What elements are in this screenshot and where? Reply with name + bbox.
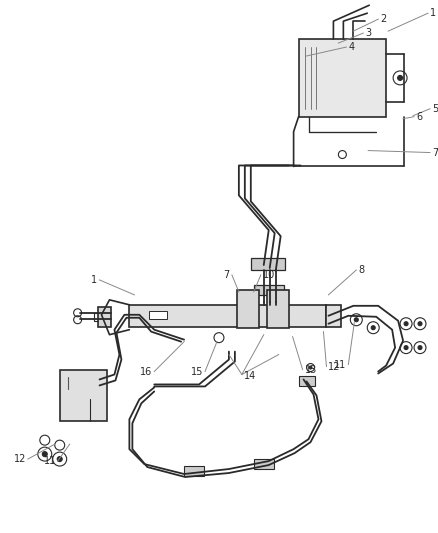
- Text: 7: 7: [432, 148, 438, 158]
- Bar: [299, 376, 314, 386]
- Bar: [267, 290, 289, 328]
- Text: 16: 16: [140, 367, 152, 376]
- Text: 10: 10: [263, 270, 275, 280]
- Circle shape: [404, 345, 408, 350]
- Bar: [326, 305, 341, 327]
- Text: 13: 13: [304, 365, 317, 375]
- Text: 5: 5: [432, 104, 438, 114]
- Circle shape: [309, 366, 312, 369]
- Circle shape: [57, 457, 62, 462]
- Circle shape: [398, 75, 403, 80]
- Text: 6: 6: [416, 112, 422, 122]
- Bar: [184, 466, 204, 476]
- Circle shape: [404, 322, 408, 326]
- Text: 7: 7: [224, 270, 230, 280]
- Circle shape: [418, 345, 422, 350]
- Text: 1: 1: [92, 275, 98, 285]
- Text: 8: 8: [358, 265, 364, 275]
- Bar: [254, 459, 274, 469]
- Text: 12: 12: [14, 454, 26, 464]
- Text: 11: 11: [43, 456, 56, 466]
- Text: 2: 2: [380, 14, 386, 24]
- Text: 11: 11: [334, 360, 346, 369]
- Circle shape: [42, 451, 47, 457]
- Circle shape: [418, 322, 422, 326]
- Bar: [129, 305, 326, 327]
- Text: 15: 15: [191, 367, 203, 376]
- Bar: [299, 39, 386, 117]
- Circle shape: [354, 318, 358, 322]
- Text: 14: 14: [244, 372, 256, 382]
- Circle shape: [371, 326, 375, 330]
- Bar: [149, 311, 167, 319]
- Text: 3: 3: [365, 28, 371, 38]
- Text: 1: 1: [430, 8, 436, 18]
- Bar: [60, 369, 107, 421]
- Bar: [254, 285, 284, 295]
- Bar: [251, 258, 285, 270]
- Bar: [98, 307, 111, 327]
- Bar: [237, 290, 259, 328]
- Text: 4: 4: [348, 42, 354, 52]
- Text: 12: 12: [328, 361, 341, 372]
